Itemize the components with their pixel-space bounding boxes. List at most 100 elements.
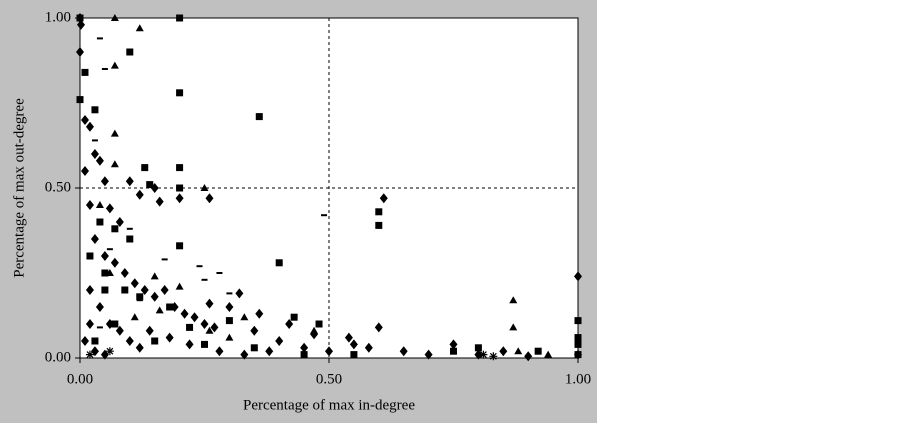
diamond-point [325,346,333,357]
square-point [126,48,134,56]
square-point [450,347,457,355]
diamond-point [115,325,124,336]
square-point [111,225,119,233]
diamond-point [424,349,433,360]
diamond-point [275,336,284,346]
square-point [81,68,89,76]
diamond-point [255,308,264,319]
diamond-point [85,319,94,329]
diamond-point [90,346,99,357]
triangle-point [225,333,234,341]
square-point [474,344,482,352]
diamond-point [145,325,154,336]
triangle-point [514,347,523,355]
square-point [176,242,184,250]
square-point [375,221,383,229]
star-point [479,350,488,359]
x-tick-label: 1.00 [565,371,591,387]
y-tick-label: 1.00 [45,9,71,25]
triangle-point [130,313,139,321]
diamond-point [100,349,109,360]
square-point [176,184,184,192]
triangle-point [205,326,214,334]
square-point [275,259,283,267]
diamond-point [125,336,134,346]
diamond-point [165,332,174,343]
diamond-point [95,302,104,312]
triangle-point [95,201,104,208]
square-point [146,181,154,189]
diamond-point [135,189,144,200]
square-point [96,218,104,226]
y-tick-label: 0.00 [45,349,71,365]
diamond-point [200,319,209,329]
square-point [136,293,144,301]
square-point [86,252,94,260]
triangle-point [110,129,119,137]
diamond-point [180,308,189,319]
dash-point [91,139,98,142]
square-point [126,235,134,243]
square-point [141,164,149,172]
dash-point [196,265,203,268]
diamond-point [150,291,159,302]
diamond-point [210,322,219,333]
square-point [201,340,208,348]
diamond-point [265,346,274,357]
x-axis-title: Percentage of max in-degree [243,397,415,413]
diamond-point [524,351,533,362]
triangle-point [509,296,518,304]
diamond-point [80,336,89,346]
diamond-point [105,203,114,214]
triangle-point [110,61,119,69]
diamond-point [250,325,259,336]
dash-point [106,248,113,251]
diamond-point [215,346,224,357]
diamond-point [76,19,85,30]
diamond-point [399,346,408,357]
triangle-point [135,24,144,32]
diamond-point [379,193,388,204]
diamond-point [205,193,214,204]
y-tick-label: 0.50 [45,179,71,195]
square-point [91,337,99,345]
diamond-point [125,176,134,187]
square-point [350,351,358,359]
diamond-point [235,288,244,299]
triangle-point [509,323,518,331]
dash-point [216,272,223,274]
diamond-point [349,339,358,350]
diamond-point [85,200,94,210]
diamond-point [175,193,184,204]
square-point [111,320,119,328]
diamond-point [300,342,309,353]
diamond-point [449,339,458,350]
square-point [101,269,109,277]
diamond-point [364,342,373,353]
marks [76,13,582,362]
diamond-point [80,115,89,125]
dash-point [226,292,233,295]
square-point [290,313,298,321]
square-point [166,303,174,311]
diamond-point [499,346,508,357]
dash-point [321,214,328,217]
dash-point [136,299,143,302]
diamond-point [100,176,109,187]
triangle-point [155,306,164,314]
diamond-point [90,149,99,159]
diamond-point [285,319,294,329]
square-point [375,208,383,216]
square-point [300,351,308,359]
x-tick-label: 0.00 [67,371,93,387]
dash-point [96,37,103,40]
triangle-point [105,269,114,276]
square-point [176,164,184,172]
diamond-point [155,196,164,207]
diamond-point [140,285,149,295]
square-point [91,106,99,114]
diamond-point [130,278,139,289]
triangle-point [110,160,119,168]
triangle-point [175,282,184,290]
